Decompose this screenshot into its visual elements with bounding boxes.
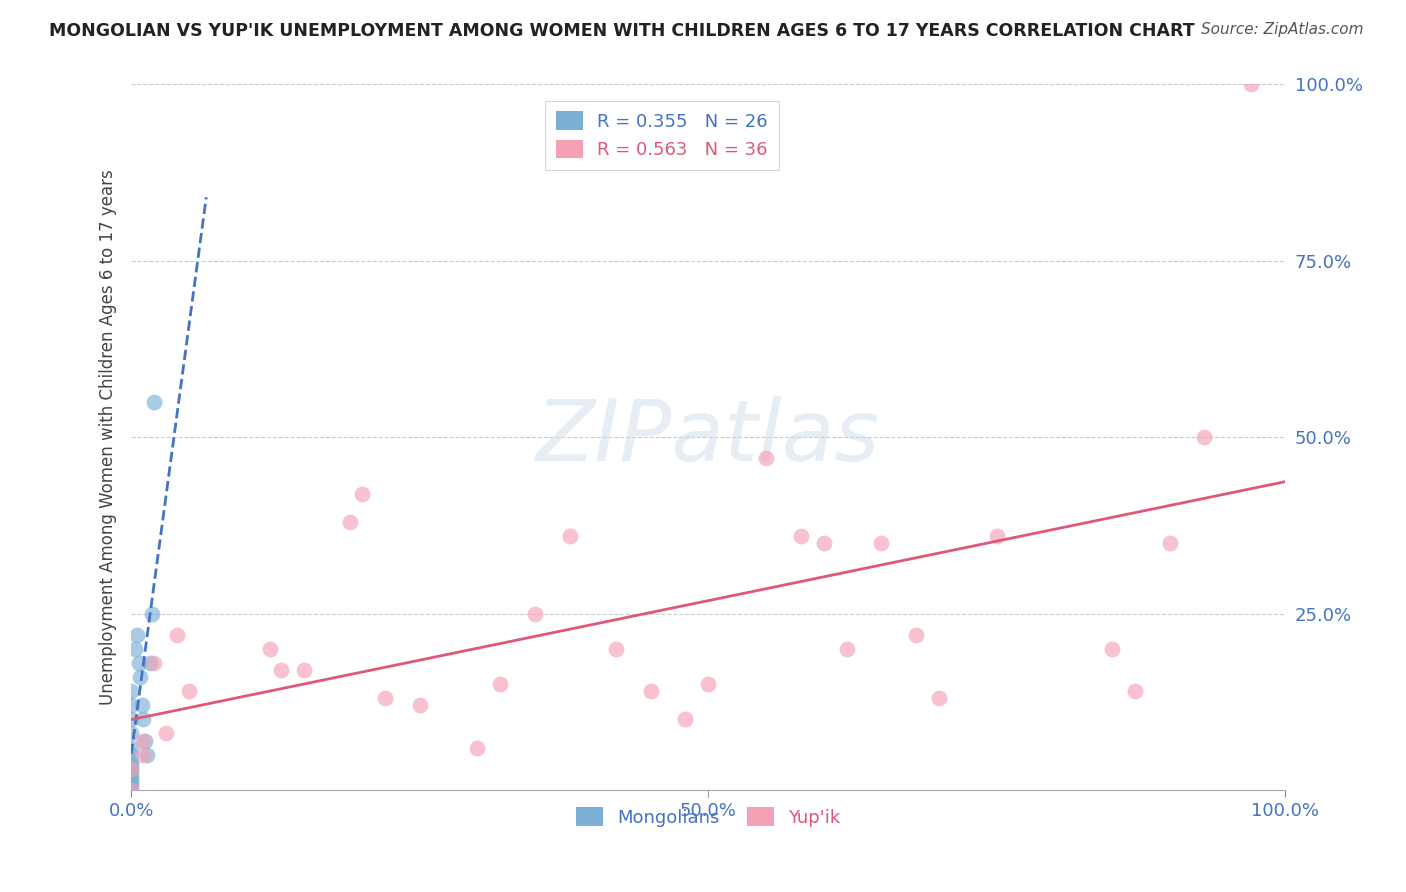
Point <box>120 712 142 726</box>
Point <box>835 641 858 656</box>
Point <box>143 395 166 409</box>
Point <box>697 677 720 691</box>
Point <box>120 769 142 783</box>
Point <box>467 740 489 755</box>
Point <box>409 698 432 713</box>
Text: Source: ZipAtlas.com: Source: ZipAtlas.com <box>1201 22 1364 37</box>
Point <box>605 641 627 656</box>
Point <box>120 783 142 797</box>
Point <box>132 733 155 747</box>
Point <box>120 726 142 740</box>
Point <box>120 758 142 772</box>
Point <box>132 712 155 726</box>
Point <box>813 536 835 550</box>
Point <box>374 691 396 706</box>
Point <box>141 607 163 621</box>
Point <box>259 641 281 656</box>
Point <box>489 677 512 691</box>
Point <box>124 641 146 656</box>
Point <box>558 529 581 543</box>
Point <box>125 628 148 642</box>
Point <box>120 783 142 797</box>
Point <box>120 762 142 776</box>
Point <box>143 656 166 670</box>
Point <box>1239 78 1261 92</box>
Point <box>136 747 159 762</box>
Point <box>120 762 142 776</box>
Point <box>1123 684 1146 698</box>
Y-axis label: Unemployment Among Women with Children Ages 6 to 17 years: Unemployment Among Women with Children A… <box>100 169 117 705</box>
Point <box>270 663 292 677</box>
Point <box>928 691 950 706</box>
Point <box>673 712 696 726</box>
Point <box>524 607 547 621</box>
Point <box>870 536 893 550</box>
Point <box>131 698 153 713</box>
Point <box>128 656 150 670</box>
Point <box>292 663 315 677</box>
Point <box>986 529 1008 543</box>
Point <box>120 698 142 713</box>
Point <box>120 755 142 769</box>
Point <box>134 733 156 747</box>
Point <box>640 684 662 698</box>
Point <box>166 628 188 642</box>
Text: MONGOLIAN VS YUP'IK UNEMPLOYMENT AMONG WOMEN WITH CHILDREN AGES 6 TO 17 YEARS CO: MONGOLIAN VS YUP'IK UNEMPLOYMENT AMONG W… <box>49 22 1195 40</box>
Point <box>1159 536 1181 550</box>
Point <box>339 515 361 529</box>
Point <box>132 747 155 762</box>
Point <box>120 747 142 762</box>
Point <box>904 628 927 642</box>
Point <box>789 529 811 543</box>
Point <box>120 740 142 755</box>
Point <box>120 776 142 790</box>
Point <box>1194 430 1216 444</box>
Text: ZIPatlas: ZIPatlas <box>536 396 880 479</box>
Point <box>120 765 142 780</box>
Point <box>120 780 142 794</box>
Point <box>155 726 177 740</box>
Legend: Mongolians, Yup'ik: Mongolians, Yup'ik <box>568 800 848 834</box>
Point <box>120 772 142 787</box>
Point <box>129 670 152 684</box>
Point <box>177 684 200 698</box>
Point <box>755 451 778 466</box>
Point <box>350 486 373 500</box>
Point <box>138 656 160 670</box>
Point <box>120 684 142 698</box>
Point <box>1101 641 1123 656</box>
